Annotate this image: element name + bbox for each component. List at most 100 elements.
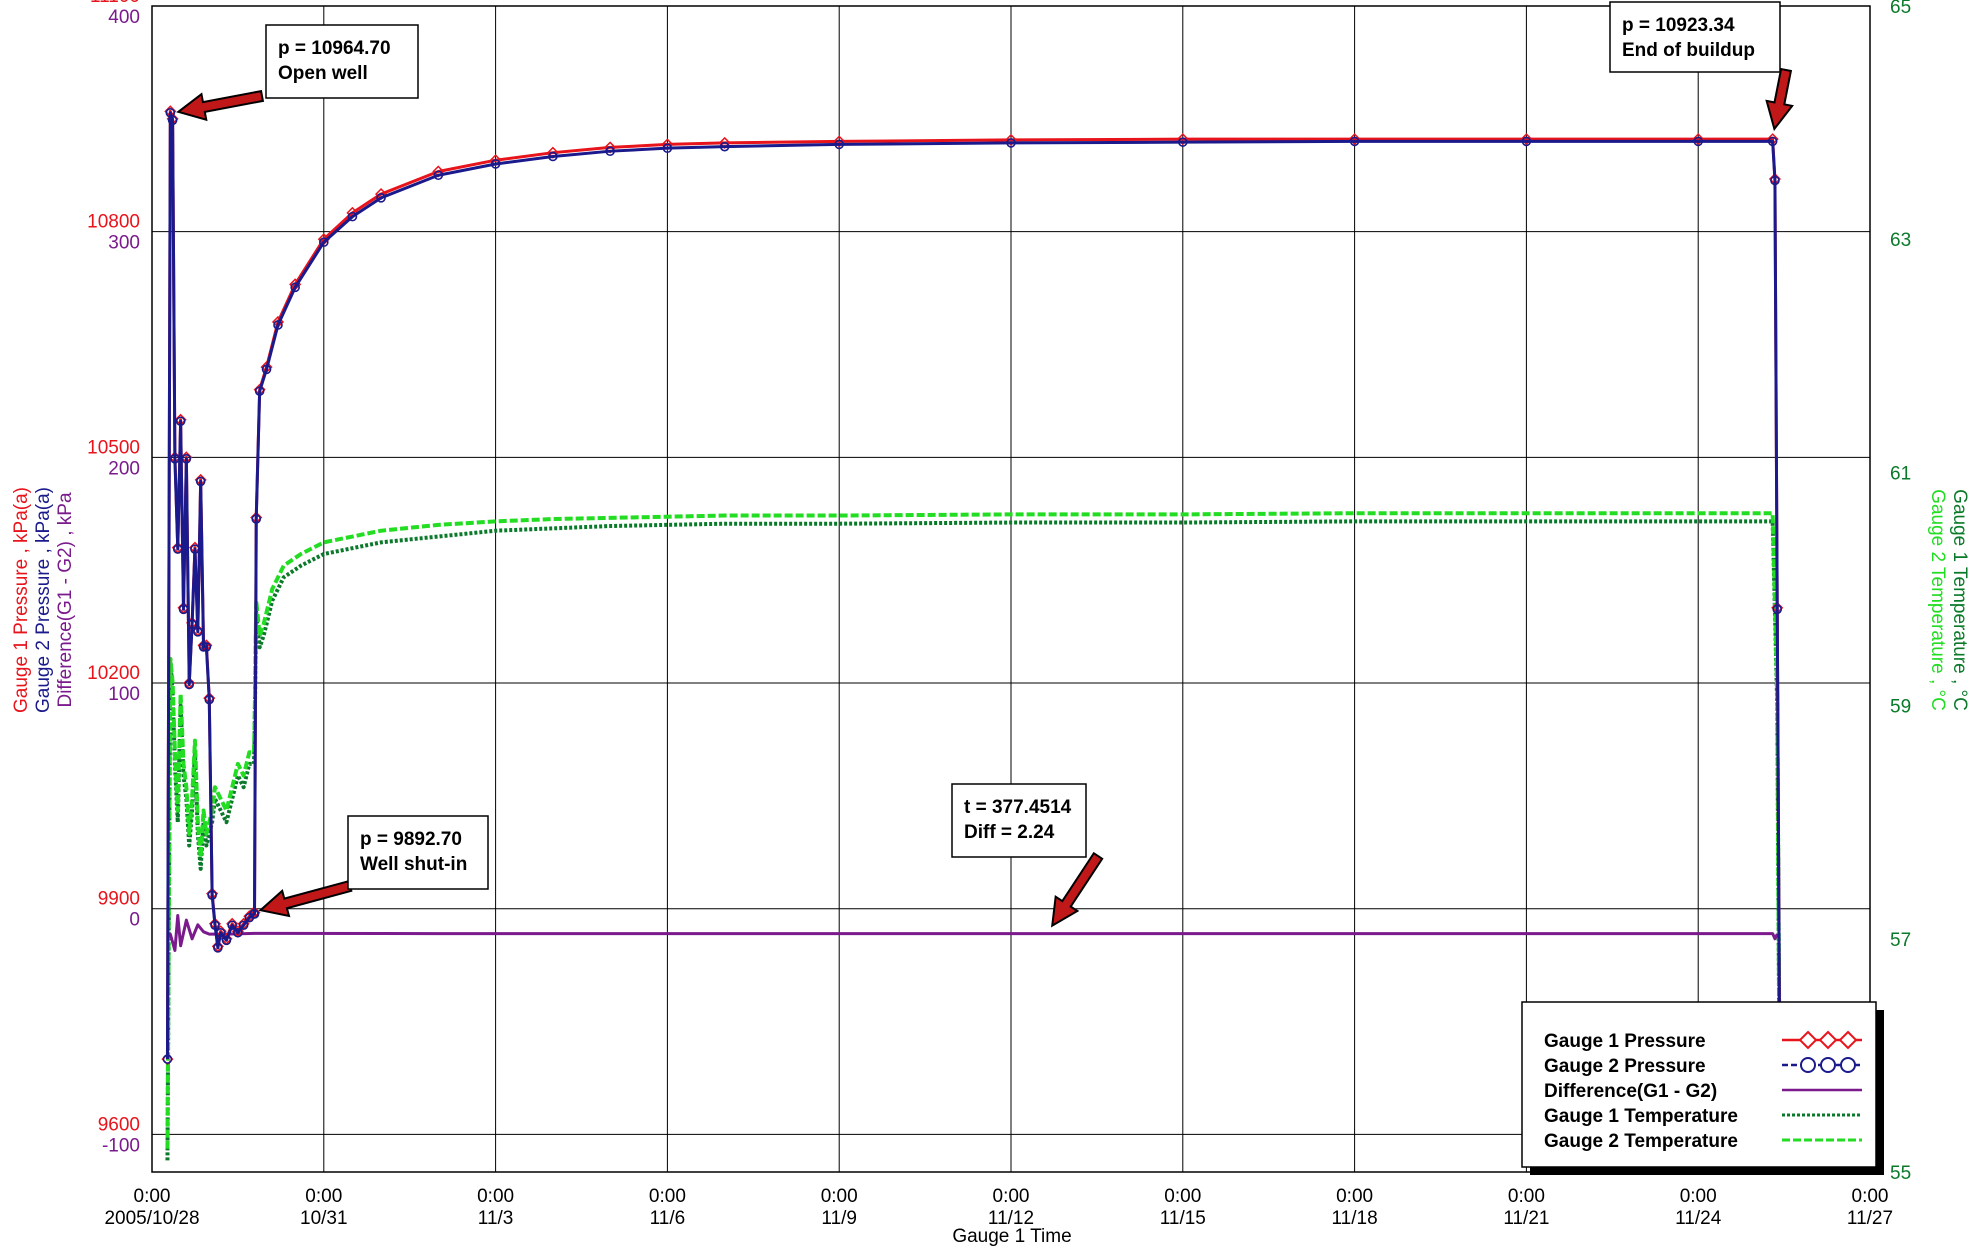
annotation-box [265, 24, 419, 99]
y-diff-tick-label: -100 [102, 1135, 140, 1156]
data-point [170, 454, 180, 464]
y-temp-tick-label: 61 [1890, 463, 1911, 484]
x-axis-ticks: 0:002005/10/280:0010/310:0011/30:0011/60… [104, 1186, 1893, 1229]
y-diff-tick-label: 100 [108, 684, 140, 705]
x-tick-date: 11/3 [478, 1208, 514, 1229]
legend-item: Gauge 2 Pressure [1544, 1056, 1862, 1077]
data-point [548, 151, 558, 162]
data-point [1348, 133, 1361, 146]
data-point [1178, 137, 1188, 147]
x-tick-time: 0:00 [1680, 1186, 1717, 1207]
data-point [834, 139, 845, 150]
data-point [201, 642, 212, 652]
annotation-box [1609, 1, 1781, 73]
y-left-label-line-2: Gauge 2 Pressure , kPa(a) [33, 487, 54, 713]
data-point [290, 282, 300, 293]
annotation-text: End of buildup [1622, 40, 1755, 61]
y-pressure-tick-label: 9600 [98, 1114, 140, 1135]
annotation-arrow [176, 89, 265, 122]
data-point [318, 237, 329, 248]
annotation-text: Diff = 2.24 [964, 822, 1055, 843]
y-pressure-tick-label: 11100 [90, 0, 140, 7]
legend-label: Gauge 2 Temperature [1544, 1131, 1738, 1152]
series-layer [161, 105, 1787, 1172]
annotation-text: Well shut-in [360, 854, 467, 875]
data-point [207, 890, 217, 900]
x-tick-time: 0:00 [477, 1186, 514, 1207]
data-point [1767, 136, 1778, 147]
x-axis-title: Gauge 1 Time [952, 1226, 1071, 1247]
x-tick-date: 11/6 [650, 1208, 686, 1229]
data-point [210, 920, 220, 931]
data-point [1520, 133, 1533, 146]
x-tick-time: 0:00 [1336, 1186, 1373, 1207]
data-point [187, 619, 197, 630]
data-point [227, 920, 237, 931]
x-tick-date: 11/18 [1332, 1208, 1378, 1229]
legend-item: Gauge 1 Temperature [1544, 1106, 1862, 1127]
x-tick-time: 0:00 [649, 1186, 686, 1207]
legend-swatch-marker [1800, 1057, 1816, 1073]
legend-swatch-marker [1838, 1030, 1858, 1050]
x-tick-date: 11/9 [821, 1208, 857, 1229]
y-temp-tick-label: 65 [1890, 0, 1911, 18]
data-point [490, 159, 501, 169]
legend-swatch-marker [1820, 1057, 1836, 1073]
legend-label: Gauge 2 Pressure [1544, 1056, 1706, 1077]
data-point [251, 514, 262, 524]
legend-swatch-marker [1798, 1030, 1818, 1050]
data-point [433, 170, 444, 181]
annotation-text: p = 10923.34 [1622, 15, 1735, 36]
data-point [195, 476, 206, 487]
y-left-label-line-3: Difference(G1 - G2) , kPa [55, 492, 76, 707]
x-tick-time: 0:00 [305, 1186, 342, 1207]
data-point [181, 454, 192, 464]
legend-swatch-marker [1818, 1030, 1838, 1050]
legend-label: Gauge 1 Pressure [1544, 1031, 1706, 1052]
data-point [1176, 133, 1189, 146]
data-point [1004, 133, 1018, 146]
data-point [662, 143, 673, 153]
series-gauge-2-pressure [162, 108, 1785, 1141]
data-point [605, 146, 615, 156]
data-point [1521, 136, 1532, 147]
data-point [1693, 136, 1703, 147]
x-tick-date: 2005/10/28 [104, 1208, 199, 1229]
x-tick-time: 0:00 [1852, 1186, 1889, 1207]
annotation-1: p = 10964.70 Open well [176, 24, 419, 122]
annotation-4: p = 10923.34 End of buildup [1609, 1, 1794, 132]
x-tick-time: 0:00 [993, 1186, 1030, 1207]
y-right-label-line-2: Gauge 2 Temperature , °C [1927, 489, 1948, 711]
data-point [719, 141, 730, 152]
legend-swatch-marker [1840, 1057, 1856, 1073]
x-tick-time: 0:00 [1508, 1186, 1545, 1207]
x-tick-date: 11/15 [1160, 1208, 1206, 1229]
annotation-arrow [1765, 67, 1794, 132]
y-diff-tick-label: 0 [129, 910, 140, 931]
x-tick-date: 11/12 [988, 1208, 1034, 1229]
annotation-text: Open well [278, 63, 368, 84]
y-pressure-tick-label: 10500 [87, 437, 140, 458]
right-axis-ticks: 55 57 59 61 63 65 [1890, 0, 1911, 1184]
data-point [233, 927, 243, 938]
y-temp-tick-label: 57 [1890, 930, 1911, 951]
y-temp-tick-label: 55 [1890, 1163, 1911, 1184]
data-point [833, 135, 846, 148]
data-point [198, 642, 209, 652]
data-point [1349, 136, 1360, 147]
legend: Gauge 1 Pressure Gauge 2 Pressure Differen… [1521, 1001, 1884, 1175]
data-point [254, 386, 265, 396]
data-point [215, 927, 226, 938]
grid-lines [152, 6, 1870, 1172]
data-point [376, 193, 386, 203]
annotation-3: t = 377.4514 Diff = 2.24 [951, 783, 1104, 928]
x-tick-date: 11/27 [1847, 1208, 1893, 1229]
data-point [184, 679, 195, 690]
data-point [162, 1054, 173, 1064]
y-left-label-line-1: Gauge 1 Pressure , kPa(a) [11, 487, 32, 713]
data-point [190, 544, 200, 554]
annotation-box [951, 783, 1087, 858]
data-point [175, 416, 186, 427]
